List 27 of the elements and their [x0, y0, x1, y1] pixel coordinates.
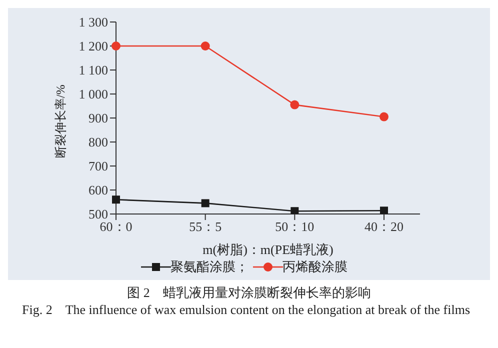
- point: [380, 206, 388, 214]
- y-tick-label: 700: [88, 158, 108, 174]
- point: [112, 196, 120, 204]
- y-tick-label: 900: [88, 110, 108, 126]
- point: [290, 207, 299, 214]
- caption: Fig. 2 The influence of wax emulsion content on the elongation at break of the films: [22, 301, 472, 318]
- y-tick-label: 1 100: [78, 62, 108, 78]
- y-tick-label: 500: [88, 206, 108, 222]
- y-axis-title: 断裂伸长率/%: [53, 84, 68, 158]
- legend-label: 丙烯酸涂膜: [282, 258, 348, 276]
- x-axis-title: m(树脂)：m(PE蜡乳液): [202, 242, 334, 257]
- point: [290, 100, 300, 110]
- x-tick-label: 50：10: [275, 219, 314, 234]
- x-tick-label: 55：5: [189, 219, 222, 234]
- y-tick-label: 1 000: [78, 86, 108, 102]
- point: [200, 42, 210, 50]
- x-tick-label: 40：20: [364, 219, 404, 234]
- x-tick-label: 60：0: [100, 219, 132, 234]
- caption: 图 2 蜡乳液用量对涂膜断裂伸长率的影响: [126, 284, 372, 301]
- point: [112, 42, 120, 50]
- y-tick-label: 800: [88, 134, 108, 150]
- y-tick-label: 1 300: [78, 14, 108, 30]
- legend-label: 聚氨酯涂膜；: [170, 258, 248, 276]
- y-tick-label: 600: [88, 182, 108, 198]
- point: [380, 112, 388, 122]
- point: [201, 199, 210, 208]
- y-tick-label: 1 200: [78, 38, 108, 54]
